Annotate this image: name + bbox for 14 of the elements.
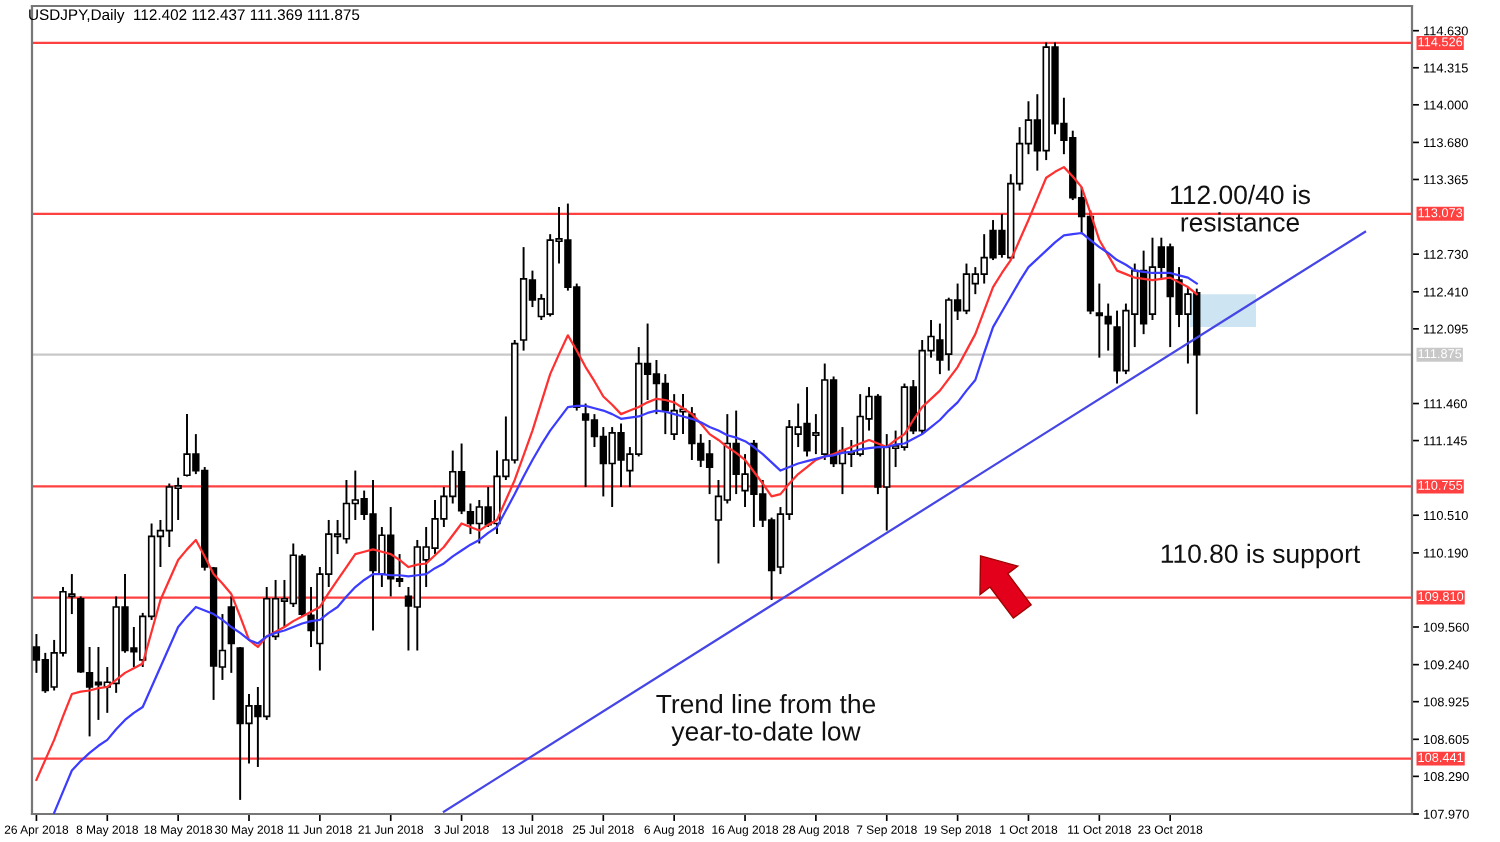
candlestick — [457, 442, 466, 516]
candlestick — [466, 502, 475, 536]
annotation: Trend line from the year-to-date low — [656, 693, 876, 747]
annotation: 110.80 is support — [1161, 543, 1361, 569]
candlestick — [652, 359, 661, 416]
candlestick — [581, 402, 590, 489]
candlestick — [962, 262, 971, 316]
annotation: 112.00/40 is resistance — [1171, 184, 1310, 232]
candlestick — [1104, 302, 1112, 352]
candlestick — [688, 406, 696, 461]
candlestick — [342, 479, 351, 545]
candlestick — [705, 439, 714, 496]
candlestick — [94, 646, 103, 721]
candlestick — [1095, 282, 1103, 359]
